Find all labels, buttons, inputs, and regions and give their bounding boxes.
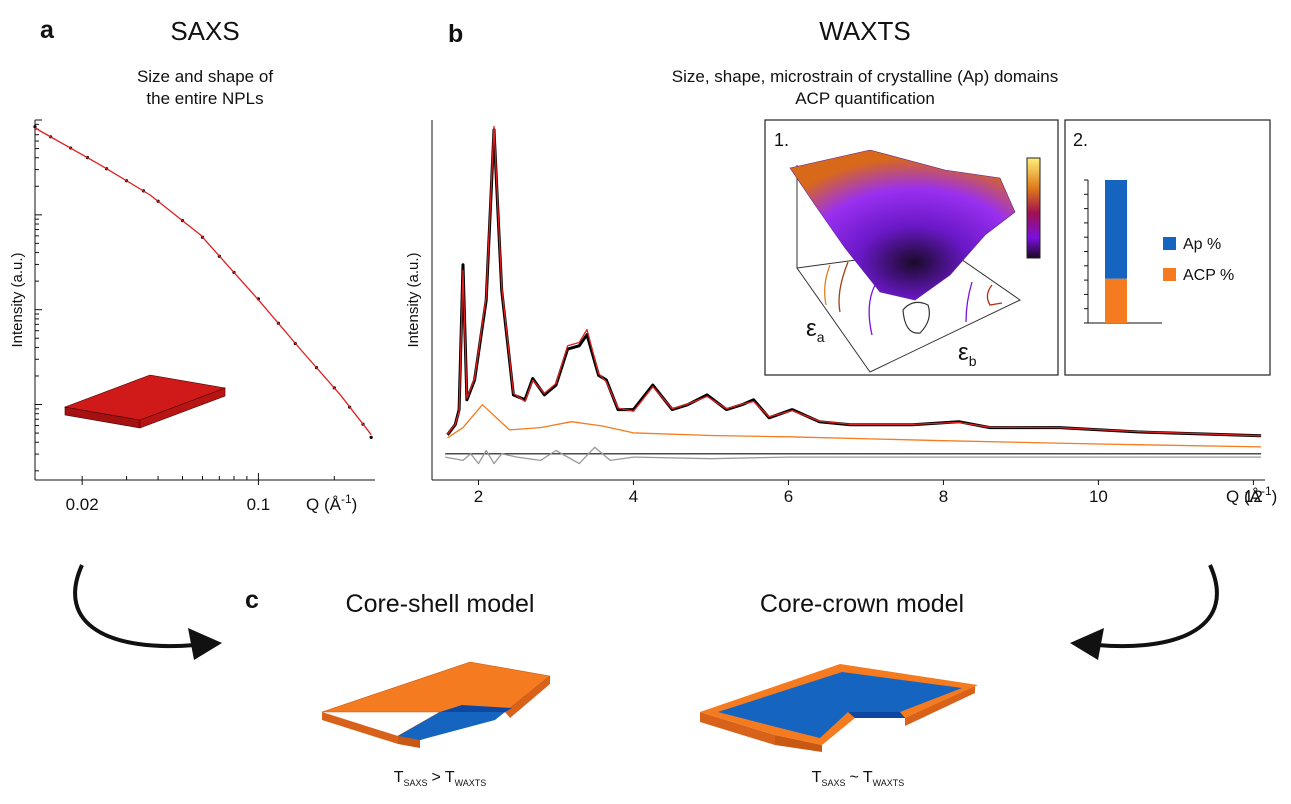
panel-title: WAXTS <box>819 16 910 46</box>
bar-segment <box>1105 278 1127 323</box>
x-tick-label: 0.02 <box>66 495 99 514</box>
strain-axis-label: εb <box>958 339 977 369</box>
series-line <box>447 404 1262 448</box>
rel-left-sub: SAXS <box>403 778 427 788</box>
y-axis-label: Intensity (a.u.) <box>9 252 26 347</box>
panel-label: a <box>40 16 55 44</box>
legend-label: ACP % <box>1183 267 1234 284</box>
inset-label: 2. <box>1073 130 1088 150</box>
surface-plot <box>789 149 1041 373</box>
panel-label: b <box>448 20 463 48</box>
rel-right: T <box>445 769 455 786</box>
x-axis-label: Q (Å-1) <box>306 492 357 514</box>
legend-swatch <box>1163 237 1176 250</box>
strain-sub: a <box>817 329 825 345</box>
arrow <box>1070 564 1219 660</box>
series-line <box>445 446 1262 465</box>
x-axis-label-text: Q (Å <box>1226 487 1262 506</box>
x-tick-label: 2 <box>474 487 483 506</box>
x-tick-label: 8 <box>939 487 948 506</box>
subtitle: ACP quantification <box>795 89 935 108</box>
core-crown-slab <box>700 664 978 752</box>
x-axis-label-text: Q (Å <box>306 495 342 514</box>
rel-left-sub: SAXS <box>821 778 845 788</box>
thickness-relation: TSAXS > TWAXTS <box>394 769 487 788</box>
x-tick-label: 6 <box>784 487 793 506</box>
npl-slab <box>63 374 227 429</box>
x-axis-label-end: ) <box>352 495 358 514</box>
subtitle: the entire NPLs <box>146 89 263 108</box>
x-tick-label: 0.1 <box>247 495 271 514</box>
thickness-relation: TSAXS ~ TWAXTS <box>812 769 905 788</box>
inset-label: 1. <box>774 130 789 150</box>
x-tick-label: 4 <box>629 487 638 506</box>
x-tick-label: 12 <box>1244 487 1263 506</box>
strain-axis-label: εa <box>806 315 825 345</box>
subtitle: Size and shape of <box>137 67 273 86</box>
model-title: Core-crown model <box>760 590 964 618</box>
x-axis-label-sup: -1 <box>341 492 352 506</box>
panel-title: SAXS <box>170 16 239 46</box>
bar-segment <box>1105 180 1127 279</box>
arrow <box>73 564 222 660</box>
data-point <box>33 125 37 129</box>
x-axis-label-end: ) <box>1272 487 1278 506</box>
rel-right: T <box>863 769 873 786</box>
data-point <box>369 435 373 440</box>
rel-right-sub: WAXTS <box>873 778 905 788</box>
legend-swatch <box>1163 268 1176 281</box>
x-axis-label-sup: -1 <box>1261 484 1272 498</box>
strain-symbol: ε <box>806 315 817 342</box>
panel-label: c <box>245 586 259 614</box>
series-line <box>446 125 1262 437</box>
series-line <box>34 127 372 436</box>
legend-label: Ap % <box>1183 236 1221 253</box>
core-shell-slab <box>321 661 551 748</box>
strain-symbol: ε <box>958 339 969 366</box>
rel-op: ~ <box>850 769 859 786</box>
strain-sub: b <box>969 353 977 369</box>
subtitle: Size, shape, microstrain of crystalline … <box>672 67 1058 86</box>
model-title: Core-shell model <box>346 590 535 618</box>
y-axis-label: Intensity (a.u.) <box>405 252 422 347</box>
rel-right-sub: WAXTS <box>455 778 487 788</box>
rel-op: > <box>432 769 441 786</box>
rel-left: T <box>812 769 822 786</box>
x-tick-label: 10 <box>1089 487 1108 506</box>
rel-left: T <box>394 769 404 786</box>
x-axis-label: Q (Å-1) <box>1226 484 1277 506</box>
